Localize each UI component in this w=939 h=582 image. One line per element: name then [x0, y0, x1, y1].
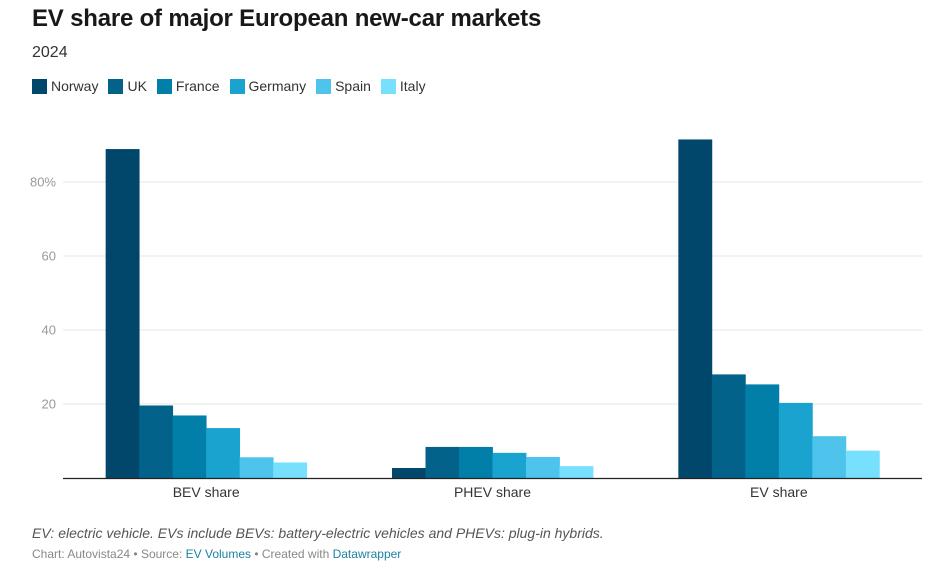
bar-italy-bev-share: [273, 462, 308, 478]
legend-swatch: [32, 78, 47, 94]
bar-uk-bev-share: [139, 405, 174, 478]
bar-spain-ev-share: [812, 436, 847, 478]
legend-swatch: [108, 78, 124, 94]
legend-label: Germany: [248, 78, 307, 94]
x-category-label: EV share: [750, 484, 808, 500]
bar-italy-phev-share: [559, 466, 594, 478]
legend-label: Spain: [335, 78, 371, 94]
legend-swatch: [380, 78, 396, 94]
legend-item-france: France: [156, 78, 220, 94]
bar-norway-bev-share: [105, 149, 140, 478]
x-category-label: BEV share: [173, 484, 240, 500]
legend: Norway UK France Germany Spain Italy: [32, 78, 436, 94]
legend-label: Norway: [51, 78, 99, 94]
byline: Chart: Autovista24 • Source: EV Volumes …: [32, 547, 401, 561]
bar-italy-ev-share: [845, 450, 880, 478]
x-category-label: PHEV share: [454, 484, 531, 500]
legend-label: UK: [127, 78, 147, 94]
bar-spain-phev-share: [526, 456, 560, 478]
bar-germany-bev-share: [206, 428, 241, 478]
y-tick-label: 60: [42, 249, 56, 264]
bar-spain-bev-share: [239, 457, 274, 478]
legend-item-germany: Germany: [229, 78, 307, 94]
created-prefix: Created with: [261, 547, 333, 561]
bar-norway-ev-share: [678, 139, 713, 478]
y-tick-label: 40: [42, 323, 56, 338]
legend-item-italy: Italy: [380, 78, 426, 94]
bar-france-bev-share: [172, 415, 207, 478]
bar-chart: 20 40 60 80% BEV share PHEV share EV share: [30, 139, 922, 500]
legend-label: France: [175, 78, 220, 94]
source-prefix: Source:: [140, 547, 186, 561]
y-tick-label: 20: [42, 397, 56, 412]
legend-item-spain: Spain: [316, 78, 371, 94]
legend-swatch: [156, 78, 172, 94]
datawrapper-link[interactable]: Datawrapper: [332, 547, 402, 561]
bar-uk-phev-share: [425, 446, 460, 478]
chart-subtitle: 2024: [32, 44, 68, 61]
separator: •: [130, 547, 141, 561]
chart-title: EV share of major European new-car marke…: [32, 5, 542, 32]
legend-swatch: [316, 78, 332, 94]
legend-item-uk: UK: [108, 78, 147, 94]
separator: •: [251, 547, 262, 561]
y-tick-label: 80%: [30, 175, 56, 190]
bar-france-phev-share: [459, 446, 493, 478]
bar-germany-ev-share: [778, 402, 813, 478]
chart-notes: EV: electric vehicle. EVs include BEVs: …: [32, 525, 604, 541]
bar-france-ev-share: [745, 384, 780, 478]
bar-germany-phev-share: [492, 452, 527, 478]
legend-swatch: [229, 78, 245, 94]
source-link[interactable]: EV Volumes: [185, 547, 252, 561]
bar-norway-phev-share: [392, 468, 426, 478]
legend-item-norway: Norway: [32, 78, 98, 94]
bar-uk-ev-share: [711, 374, 746, 478]
legend-label: Italy: [399, 78, 426, 94]
chart-credit: Chart: Autovista24: [32, 547, 131, 561]
